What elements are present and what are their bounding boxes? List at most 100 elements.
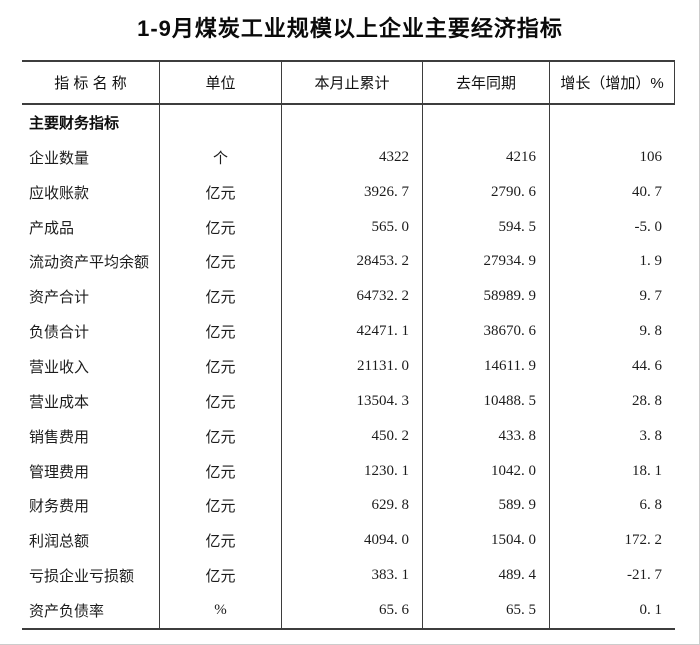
cell-current-total bbox=[282, 105, 423, 140]
cell-growth: 28. 8 bbox=[632, 392, 662, 409]
cell-unit: 亿元 bbox=[160, 418, 282, 454]
cell-indicator-name: 主要财务指标 bbox=[22, 105, 160, 140]
cell-indicator-name: 资产合计 bbox=[22, 279, 160, 315]
cell-current-total: 64732. 2 bbox=[282, 279, 423, 315]
table-row: 企业数量 个 4322 4216 106 bbox=[22, 139, 675, 175]
cell-indicator-name: 资产负债率 bbox=[22, 593, 160, 628]
cell-last-year: 10488. 5 bbox=[423, 383, 550, 419]
cell-indicator-name: 管理费用 bbox=[22, 453, 160, 489]
cell-unit: 亿元 bbox=[160, 383, 282, 419]
cell-current-total: 28453. 2 bbox=[282, 244, 423, 280]
cell-unit bbox=[160, 105, 282, 140]
cell-indicator-name: 产成品 bbox=[22, 209, 160, 245]
cell-unit: % bbox=[160, 593, 282, 628]
cell-unit: 亿元 bbox=[160, 279, 282, 315]
table-row: 亏损企业亏损额 亿元 383. 1 489. 4 -21. 7 bbox=[22, 558, 675, 594]
cell-growth: 6. 8 bbox=[639, 497, 663, 514]
cell-unit: 亿元 bbox=[160, 314, 282, 350]
col-header-growth: 增长（增加）% bbox=[550, 62, 675, 103]
cell-indicator-name: 企业数量 bbox=[22, 139, 160, 175]
cell-last-year: 58989. 9 bbox=[423, 279, 550, 315]
table-row: 流动资产平均余额 亿元 28453. 2 27934. 9 1. 9 bbox=[22, 244, 675, 280]
cell-indicator-name: 流动资产平均余额 bbox=[22, 244, 160, 280]
col-header-current-total: 本月止累计 bbox=[282, 62, 423, 103]
cell-last-year: 1042. 0 bbox=[423, 453, 550, 489]
cell-last-year: 27934. 9 bbox=[423, 244, 550, 280]
cell-last-year: 65. 5 bbox=[423, 593, 550, 628]
table-row: 营业收入 亿元 21131. 0 14611. 9 44. 6 bbox=[22, 349, 675, 384]
cell-unit: 个 bbox=[160, 139, 282, 175]
cell-growth: 106 bbox=[639, 148, 663, 165]
table-row: 产成品 亿元 565. 0 594. 5 -5. 0 bbox=[22, 209, 675, 245]
table-body: 主要财务指标 企业数量 个 4322 4216 106 应收账款 亿元 3926… bbox=[22, 105, 675, 628]
indicators-table: 指 标 名 称 单位 本月止累计 去年同期 增长（增加）% 主要财务指标 企业数… bbox=[22, 60, 675, 630]
page-title: 1-9月煤炭工业规模以上企业主要经济指标 bbox=[137, 16, 563, 41]
cell-last-year bbox=[423, 105, 550, 140]
cell-current-total: 629. 8 bbox=[282, 488, 423, 524]
table-row: 财务费用 亿元 629. 8 589. 9 6. 8 bbox=[22, 488, 675, 524]
cell-current-total: 4322 bbox=[282, 139, 423, 175]
table-row: 资产合计 亿元 64732. 2 58989. 9 9. 7 bbox=[22, 279, 675, 315]
cell-last-year: 489. 4 bbox=[423, 558, 550, 594]
cell-current-total: 21131. 0 bbox=[282, 349, 423, 384]
cell-unit: 亿元 bbox=[160, 488, 282, 524]
cell-last-year: 4216 bbox=[423, 139, 550, 175]
cell-indicator-name: 利润总额 bbox=[22, 523, 160, 559]
cell-indicator-name: 负债合计 bbox=[22, 314, 160, 350]
cell-unit: 亿元 bbox=[160, 453, 282, 489]
cell-indicator-name: 营业收入 bbox=[22, 349, 160, 384]
cell-growth: 44. 6 bbox=[632, 357, 662, 374]
cell-unit: 亿元 bbox=[160, 209, 282, 245]
table-row: 营业成本 亿元 13504. 3 10488. 5 28. 8 bbox=[22, 383, 675, 419]
table-row: 主要财务指标 bbox=[22, 105, 675, 140]
cell-indicator-name: 财务费用 bbox=[22, 488, 160, 524]
cell-indicator-name: 亏损企业亏损额 bbox=[22, 558, 160, 594]
cell-last-year: 14611. 9 bbox=[423, 349, 550, 384]
cell-last-year: 1504. 0 bbox=[423, 523, 550, 559]
cell-unit: 亿元 bbox=[160, 558, 282, 594]
cell-last-year: 589. 9 bbox=[423, 488, 550, 524]
col-header-last-year: 去年同期 bbox=[423, 62, 550, 103]
table-row: 应收账款 亿元 3926. 7 2790. 6 40. 7 bbox=[22, 174, 675, 210]
cell-growth: 18. 1 bbox=[632, 462, 662, 479]
cell-growth: -21. 7 bbox=[627, 567, 662, 584]
table-row: 资产负债率 % 65. 6 65. 5 0. 1 bbox=[22, 593, 675, 628]
cell-last-year: 433. 8 bbox=[423, 418, 550, 454]
cell-unit: 亿元 bbox=[160, 174, 282, 210]
cell-growth: 9. 8 bbox=[639, 323, 663, 340]
cell-growth: -5. 0 bbox=[634, 218, 663, 235]
cell-growth: 1. 9 bbox=[639, 253, 663, 270]
col-header-unit: 单位 bbox=[160, 62, 282, 103]
cell-indicator-name: 销售费用 bbox=[22, 418, 160, 454]
table-row: 销售费用 亿元 450. 2 433. 8 3. 8 bbox=[22, 418, 675, 454]
cell-unit: 亿元 bbox=[160, 349, 282, 384]
cell-growth: 3. 8 bbox=[639, 427, 663, 444]
cell-current-total: 42471. 1 bbox=[282, 314, 423, 350]
cell-current-total: 383. 1 bbox=[282, 558, 423, 594]
table-header-row: 指 标 名 称 单位 本月止累计 去年同期 增长（增加）% bbox=[22, 62, 675, 105]
cell-current-total: 1230. 1 bbox=[282, 453, 423, 489]
cell-growth: 0. 1 bbox=[639, 601, 663, 618]
cell-growth: 172. 2 bbox=[624, 532, 663, 549]
cell-growth: 40. 7 bbox=[632, 183, 662, 200]
cell-current-total: 13504. 3 bbox=[282, 383, 423, 419]
table-row: 管理费用 亿元 1230. 1 1042. 0 18. 1 bbox=[22, 453, 675, 489]
cell-current-total: 565. 0 bbox=[282, 209, 423, 245]
cell-indicator-name: 应收账款 bbox=[22, 174, 160, 210]
cell-unit: 亿元 bbox=[160, 523, 282, 559]
cell-indicator-name: 营业成本 bbox=[22, 383, 160, 419]
cell-growth bbox=[550, 105, 675, 140]
cell-last-year: 594. 5 bbox=[423, 209, 550, 245]
cell-growth: 9. 7 bbox=[639, 288, 663, 305]
table-row: 利润总额 亿元 4094. 0 1504. 0 172. 2 bbox=[22, 523, 675, 559]
cell-current-total: 65. 6 bbox=[282, 593, 423, 628]
cell-last-year: 2790. 6 bbox=[423, 174, 550, 210]
cell-last-year: 38670. 6 bbox=[423, 314, 550, 350]
cell-current-total: 450. 2 bbox=[282, 418, 423, 454]
cell-current-total: 3926. 7 bbox=[282, 174, 423, 210]
table-row: 负债合计 亿元 42471. 1 38670. 6 9. 8 bbox=[22, 314, 675, 350]
cell-unit: 亿元 bbox=[160, 244, 282, 280]
col-header-indicator-name: 指 标 名 称 bbox=[22, 62, 160, 103]
cell-current-total: 4094. 0 bbox=[282, 523, 423, 559]
